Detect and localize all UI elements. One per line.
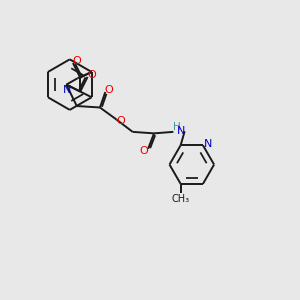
Text: N: N xyxy=(63,85,71,95)
Text: O: O xyxy=(72,56,81,66)
Text: O: O xyxy=(117,116,125,126)
Text: CH₃: CH₃ xyxy=(172,194,190,204)
Text: N: N xyxy=(204,139,212,149)
Text: O: O xyxy=(105,85,113,95)
Text: N: N xyxy=(177,126,186,136)
Text: H: H xyxy=(173,122,181,131)
Text: O: O xyxy=(87,70,96,80)
Text: O: O xyxy=(139,146,148,157)
